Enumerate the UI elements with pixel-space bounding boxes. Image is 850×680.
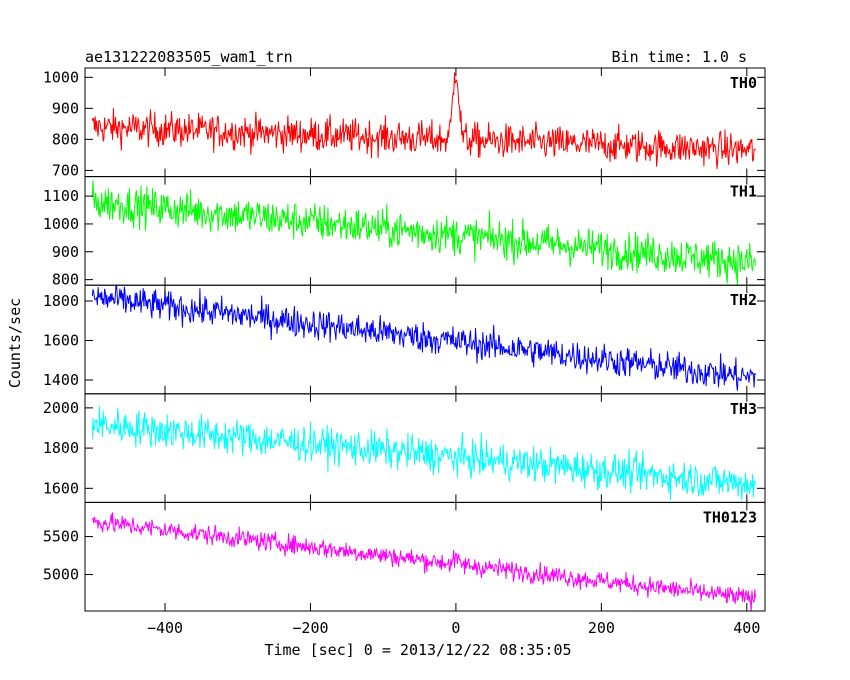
y-tick-label: 1600 (43, 331, 79, 349)
series-trace-th0 (91, 72, 756, 169)
y-tick-label: 800 (52, 130, 79, 148)
panel-frame (84, 67, 766, 178)
panel-frame (84, 176, 766, 286)
x-tick-label: 400 (733, 619, 760, 637)
bin-time-label: Bin time: 1.0 s (612, 48, 747, 66)
y-tick-label: 800 (52, 271, 79, 289)
x-tick-label: 0 (451, 619, 460, 637)
x-axis-label: Time [sec] 0 = 2013/12/22 08:35:05 (264, 641, 571, 659)
y-tick-label: 1600 (43, 479, 79, 497)
panels-group: 700 800 900 1000 TH0 800 900 1000 1100 TH1 1400 160… (43, 67, 766, 637)
plot-title: ae131222083505_wam1_trn (85, 48, 293, 66)
x-tick-label: −200 (292, 619, 328, 637)
series-label: TH2 (730, 291, 757, 309)
y-tick-label: 1800 (43, 292, 79, 310)
y-tick-label: 2000 (43, 399, 79, 417)
y-tick-label: 1000 (43, 68, 79, 86)
series-trace-th0123 (91, 512, 756, 611)
y-tick-label: 1400 (43, 371, 79, 389)
y-tick-label: 1800 (43, 439, 79, 457)
y-tick-label: 5000 (43, 566, 79, 584)
panel-frame (84, 501, 766, 612)
y-tick-label: 1000 (43, 215, 79, 233)
y-tick-label: 900 (52, 243, 79, 261)
series-label: TH0123 (703, 508, 757, 526)
series-trace-th3 (91, 406, 756, 501)
series-label: TH1 (730, 183, 757, 201)
x-tick-label: 200 (588, 619, 615, 637)
y-axis-label: Counts/sec (6, 298, 24, 388)
series-label: TH0 (730, 74, 757, 92)
y-tick-label: 5500 (43, 528, 79, 546)
series-trace-th1 (91, 180, 756, 285)
x-tick-label: −400 (147, 619, 183, 637)
y-tick-label: 1100 (43, 187, 79, 205)
series-trace-th2 (91, 285, 756, 391)
y-tick-label: 900 (52, 99, 79, 117)
series-label: TH3 (730, 400, 757, 418)
y-tick-label: 700 (52, 161, 79, 179)
